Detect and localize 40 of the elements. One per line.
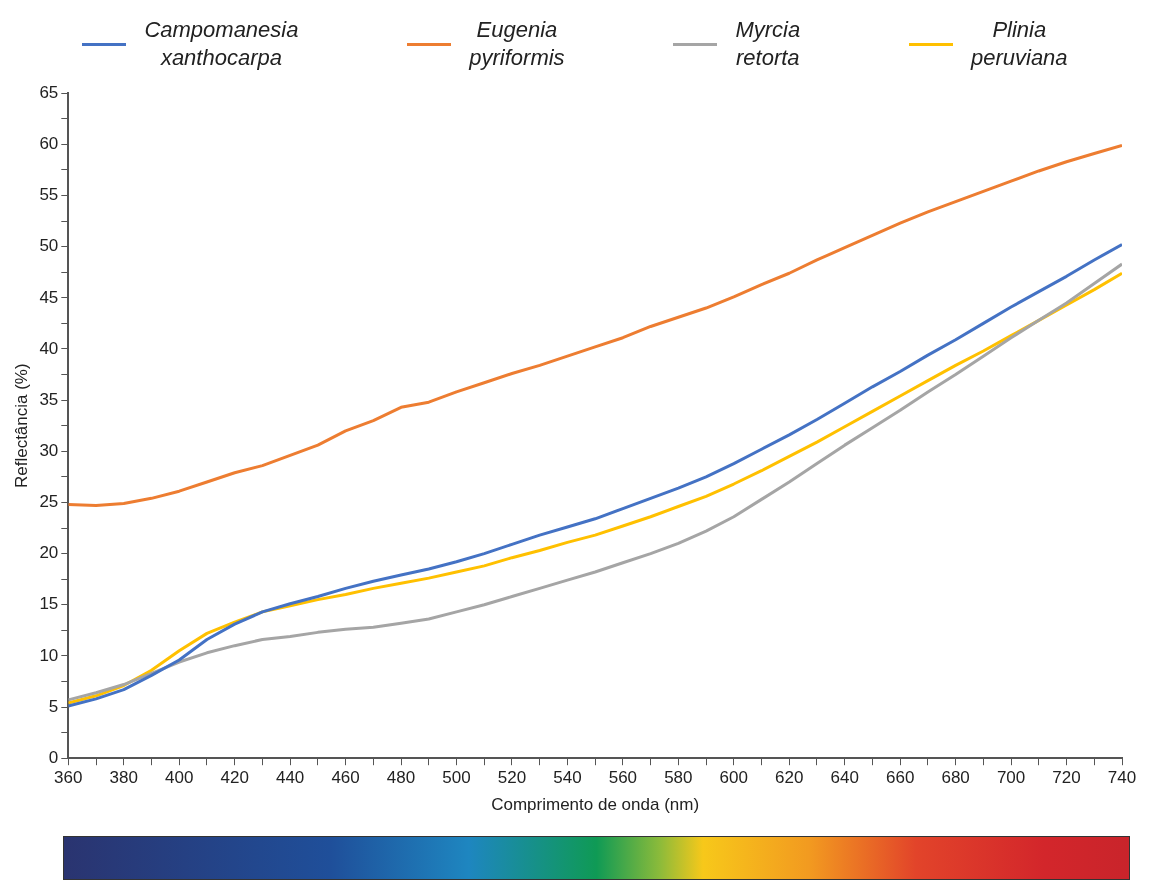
x-tick-label: 440 xyxy=(275,768,305,788)
y-tick-label: 45 xyxy=(39,287,59,307)
y-tick-label: 15 xyxy=(39,594,59,614)
y-tick-label: 35 xyxy=(39,389,59,409)
y-tick-label: 10 xyxy=(39,645,59,665)
x-tick-label: 360 xyxy=(54,768,83,788)
y-tick-label: 40 xyxy=(39,338,59,358)
y-tick-label: 55 xyxy=(39,185,59,205)
legend-label: Campomanesia xanthocarpa xyxy=(144,16,299,72)
x-tick-label: 720 xyxy=(1052,768,1081,788)
y-tick-label: 65 xyxy=(39,82,59,102)
x-tick-label: 420 xyxy=(220,768,249,788)
y-axis-title: Reflectância (%) xyxy=(11,363,31,489)
x-tick-label: 640 xyxy=(830,768,859,788)
legend-label: Plinia peruviana xyxy=(970,16,1068,72)
x-tick-label: 500 xyxy=(442,768,471,788)
x-tick-label: 380 xyxy=(109,768,138,788)
x-tick-label: 560 xyxy=(608,768,638,788)
x-tick-label: 740 xyxy=(1107,768,1137,788)
x-tick-label: 520 xyxy=(497,768,527,788)
y-tick-label: 50 xyxy=(39,236,59,256)
legend-label: Eugenia pyriformis xyxy=(469,16,565,72)
x-axis-title: Comprimento de onda (nm) xyxy=(491,795,700,815)
x-tick-label: 600 xyxy=(719,768,748,788)
y-tick-label: 60 xyxy=(39,134,59,154)
x-tick-label: 480 xyxy=(386,768,416,788)
x-tick-label: 620 xyxy=(775,768,804,788)
y-tick-label: 20 xyxy=(39,543,59,563)
x-tick-label: 700 xyxy=(996,768,1026,788)
x-tick-label: 460 xyxy=(331,768,360,788)
x-tick-label: 580 xyxy=(664,768,693,788)
y-tick-label: 25 xyxy=(39,492,59,512)
x-tick-label: 400 xyxy=(165,768,194,788)
y-tick-label: 5 xyxy=(48,696,59,716)
y-tick-label: 0 xyxy=(48,747,59,767)
x-tick-label: 540 xyxy=(553,768,582,788)
y-tick-label: 30 xyxy=(39,440,59,460)
legend-label: Myrcia retorta xyxy=(735,16,801,72)
x-tick-label: 660 xyxy=(885,768,915,788)
x-tick-label: 680 xyxy=(941,768,970,788)
